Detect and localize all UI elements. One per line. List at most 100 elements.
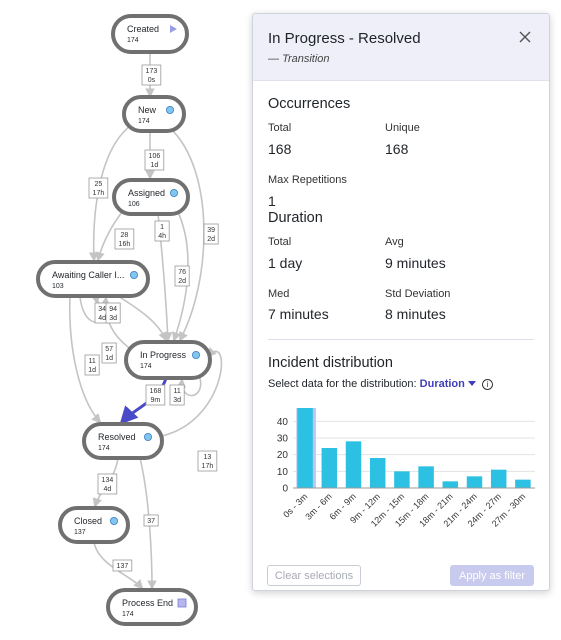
edge-label-text: 34 — [98, 306, 106, 313]
dur-total-value: 1 day — [268, 255, 303, 271]
close-icon[interactable] — [517, 29, 533, 45]
node-assigned[interactable]: Assigned 106 — [112, 178, 190, 216]
panel-title: In Progress - Resolved — [268, 30, 421, 47]
clear-selections-button[interactable]: Clear selections — [267, 565, 361, 586]
node-end[interactable]: Process End 174 — [106, 588, 198, 626]
occ-total-label: Total — [268, 122, 292, 134]
histogram-bar[interactable] — [442, 481, 459, 488]
y-tick-label: 0 — [282, 484, 288, 495]
node-new[interactable]: New 174 — [122, 95, 186, 133]
node-awaiting[interactable]: Awaiting Caller I... 103 — [36, 260, 150, 298]
status-circle-icon — [143, 432, 152, 441]
edge-label-text: 2d — [178, 278, 186, 285]
section-divider — [268, 339, 534, 340]
edge-assigned-awaiting[interactable] — [95, 211, 123, 262]
edge-awaiting-inprogress[interactable] — [117, 295, 168, 342]
dur-avg-label: Avg — [385, 236, 404, 248]
histogram-bar[interactable] — [490, 469, 507, 488]
edge-label-text: 173 — [146, 68, 158, 75]
edge-label-text: 25 — [95, 181, 103, 188]
node-title: Created — [127, 24, 159, 34]
node-title: Awaiting Caller I... — [52, 270, 124, 280]
node-created[interactable]: Created 174 — [111, 14, 189, 54]
close-button[interactable] — [517, 29, 533, 45]
node-closed[interactable]: Closed 137 — [58, 506, 130, 544]
status-circle-icon — [165, 106, 174, 115]
edge-label-closed-end[interactable]: 137 — [112, 559, 133, 572]
edge-label-text: 9m — [151, 397, 161, 404]
occurrences-heading: Occurrences — [268, 96, 351, 112]
histogram-bar[interactable] — [394, 471, 410, 488]
edge-resolved-inprogress[interactable] — [161, 347, 223, 437]
edge-label-resolved-end[interactable]: 37 — [143, 514, 159, 527]
start-triangle-icon — [170, 25, 177, 33]
histogram-bar[interactable] — [418, 466, 434, 488]
edge-label-text: 11 — [173, 388, 180, 395]
node-title: New — [138, 105, 157, 115]
occ-unique-label: Unique — [385, 122, 420, 134]
status-circle-icon — [129, 270, 138, 279]
histogram-bar[interactable] — [369, 458, 386, 488]
edge-resolved-end[interactable] — [139, 457, 157, 590]
panel-header: In Progress - Resolved — Transition — [253, 14, 549, 81]
node-title: Resolved — [98, 432, 136, 442]
node-count: 106 — [128, 201, 140, 208]
histogram-bar[interactable] — [515, 479, 531, 488]
apply-as-filter-button[interactable]: Apply as filter — [450, 565, 534, 586]
edge-inprogress-loop[interactable] — [176, 377, 202, 397]
edge-label-text: 0s — [148, 77, 156, 84]
edge-new-inprogress[interactable] — [169, 127, 205, 342]
panel-subtitle: — Transition — [268, 53, 330, 65]
edge-awaiting-resolved[interactable] — [68, 295, 102, 424]
dur-avg-value: 9 minutes — [385, 255, 446, 271]
histogram-bar[interactable] — [321, 448, 338, 488]
subtitle-dash: — — [268, 53, 279, 65]
y-tick-label: 10 — [277, 467, 289, 478]
node-title: Process End — [122, 598, 173, 608]
distribution-dropdown[interactable]: Duration — [420, 378, 476, 390]
dur-med-label: Med — [268, 288, 290, 300]
y-tick-label: 30 — [277, 434, 289, 445]
info-icon[interactable]: i — [481, 379, 493, 390]
node-count: 174 — [138, 118, 150, 125]
node-inprogress[interactable]: In Progress 174 — [124, 340, 212, 380]
node-count: 174 — [127, 37, 139, 44]
distribution-dropdown-value[interactable]: Duration — [419, 378, 465, 390]
node-title: Closed — [74, 516, 102, 526]
edge-label-text: 1 — [160, 224, 164, 231]
edge-label-text: 94 — [109, 306, 117, 313]
edge-label-assigned-inprogress-a[interactable]: 14h — [154, 220, 170, 242]
histogram-bar[interactable] — [466, 476, 483, 488]
edge-label-text: 106 — [149, 153, 161, 160]
distribution-select-label: Select data for the distribution: — [268, 378, 417, 390]
distribution-heading: Incident distribution — [268, 355, 393, 371]
edge-label-text: 57 — [105, 346, 113, 353]
node-count: 174 — [140, 363, 152, 370]
edge-label-text: 37 — [147, 518, 155, 525]
node-resolved[interactable]: Resolved 174 — [82, 422, 164, 460]
dur-total-label: Total — [268, 236, 292, 248]
dur-std-value: 8 minutes — [385, 306, 446, 322]
edge-label-text: 137 — [117, 563, 129, 570]
node-title: Assigned — [128, 188, 165, 198]
histogram-bar[interactable] — [297, 408, 313, 488]
edge-label-text: 134 — [102, 477, 114, 484]
node-count: 174 — [98, 445, 110, 452]
histogram-bar[interactable] — [345, 441, 362, 488]
caret-down-icon[interactable] — [467, 381, 476, 386]
edge-label-text: 1d — [151, 162, 159, 169]
